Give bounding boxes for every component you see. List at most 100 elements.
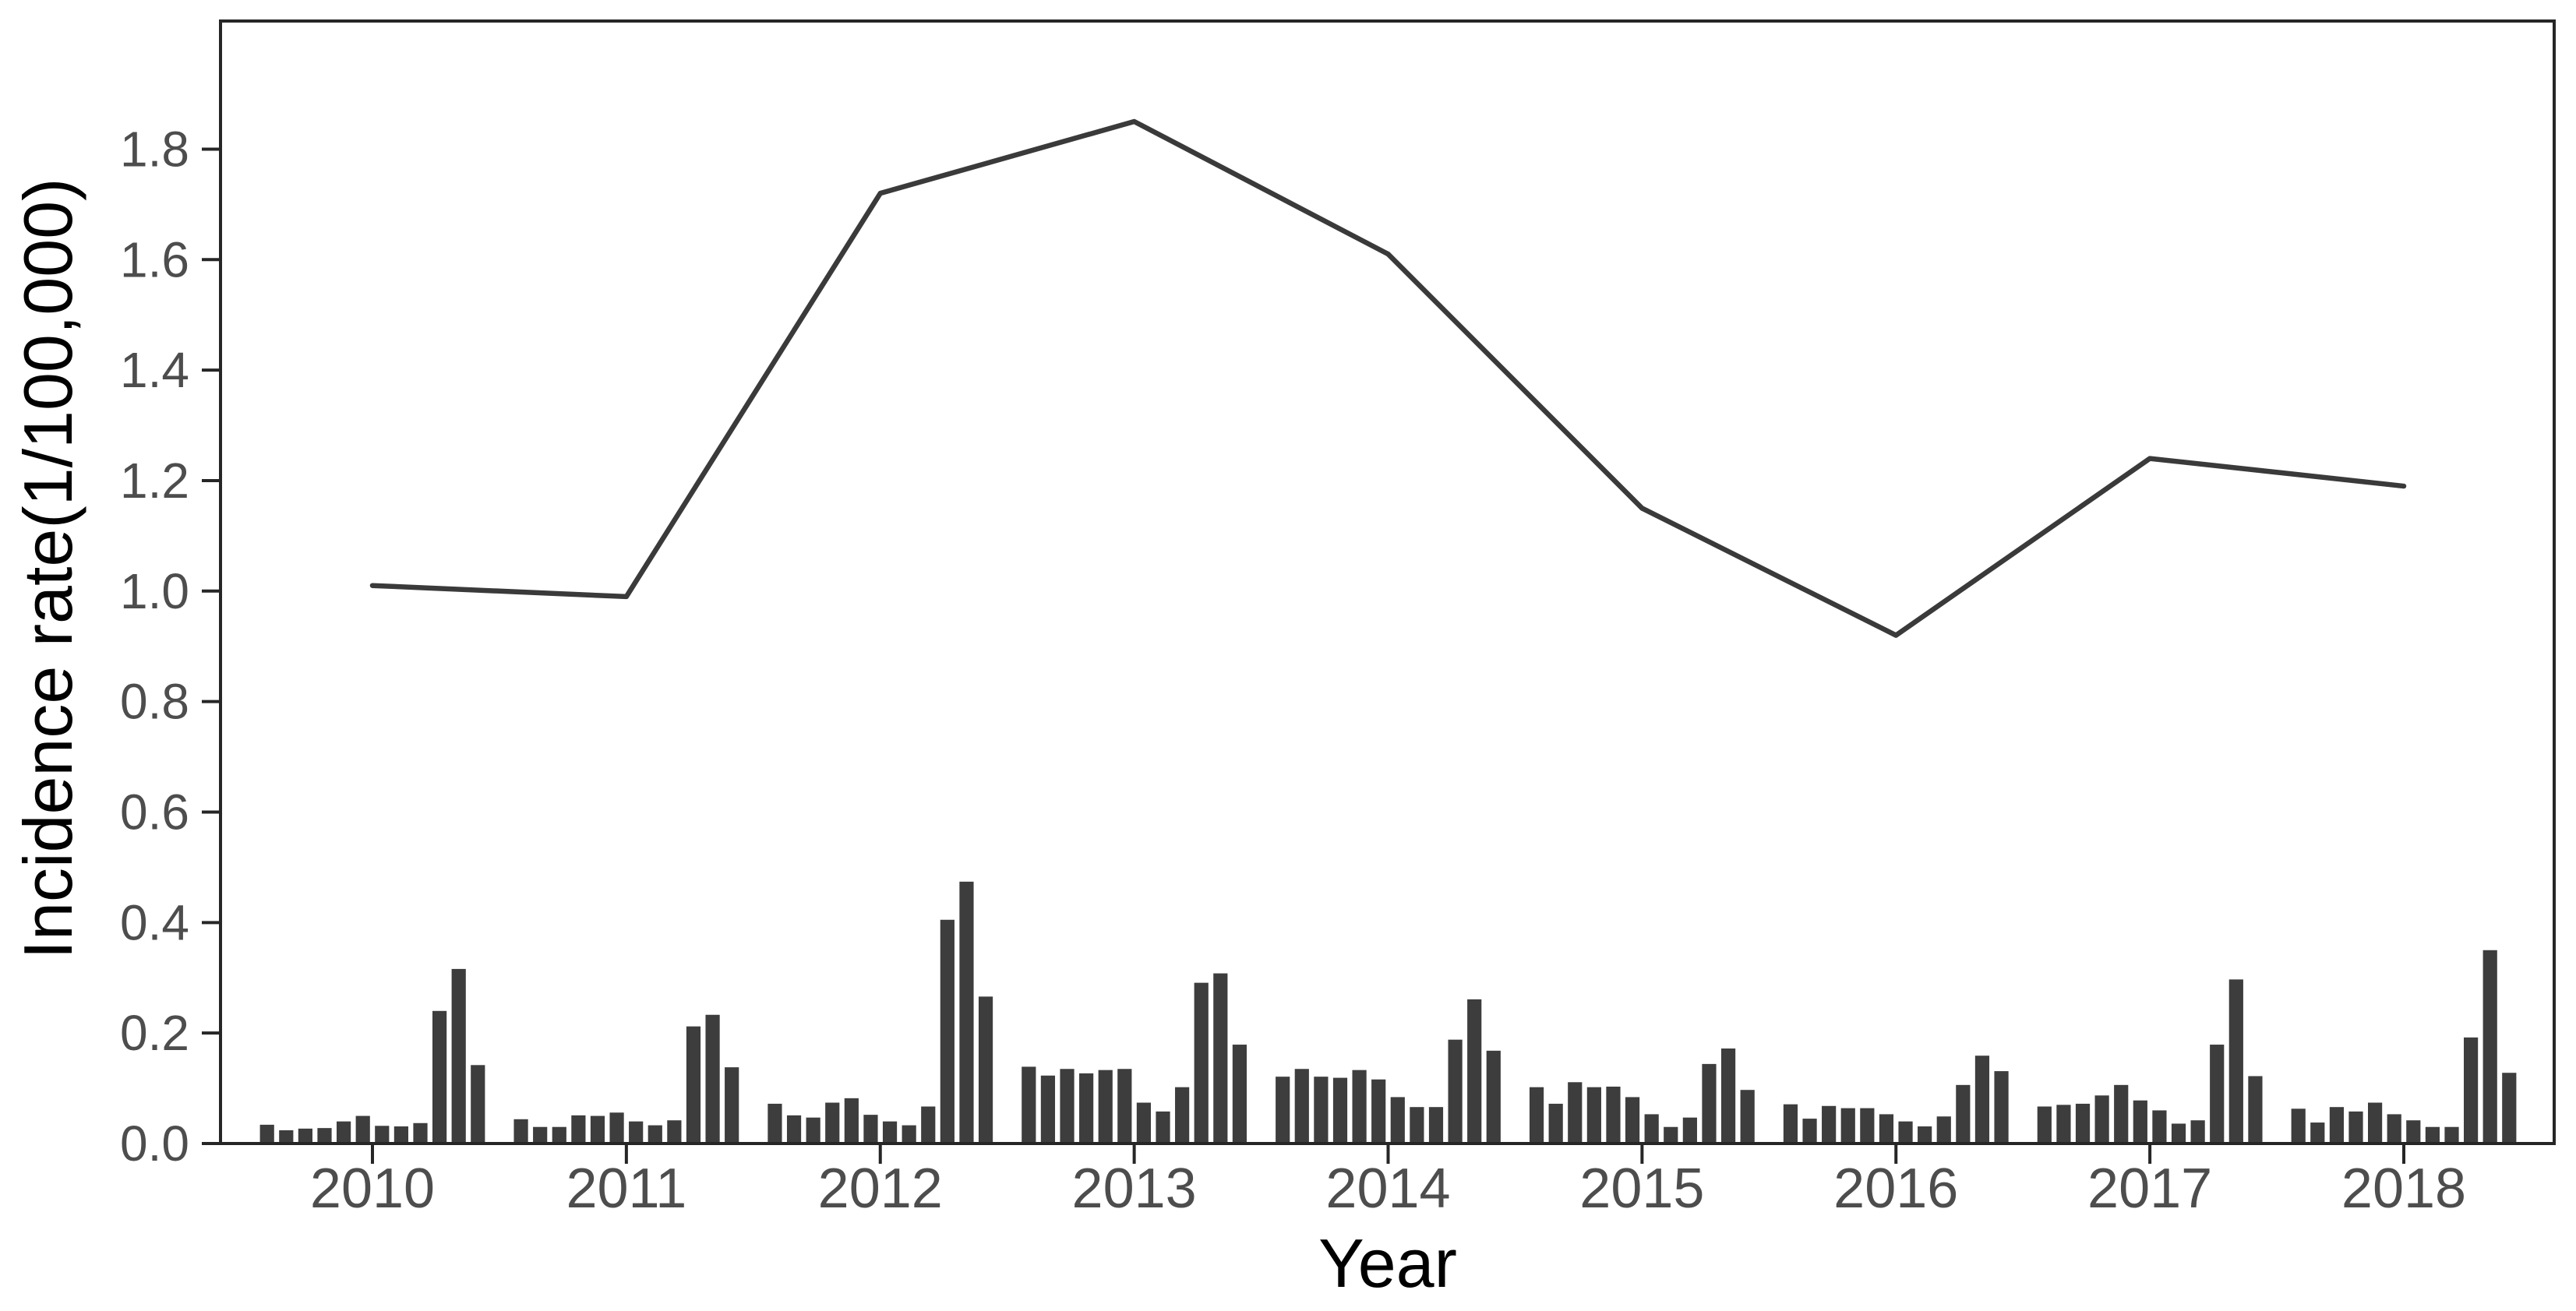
- bar-month-2015-2: [1548, 1103, 1563, 1144]
- bar-month-2014-12: [1486, 1050, 1501, 1144]
- bar-month-2010-12: [471, 1065, 485, 1144]
- bar-month-2013-2: [1040, 1075, 1056, 1144]
- bar-month-2016-9: [1936, 1116, 1951, 1144]
- plot-panel-border: [219, 19, 2556, 1145]
- bar-month-2012-6: [863, 1115, 878, 1144]
- bar-month-2018-11: [2482, 950, 2497, 1144]
- bar-month-2012-12: [978, 996, 993, 1144]
- bar-month-2011-11: [705, 1014, 720, 1144]
- bar-month-2018-10: [2464, 1037, 2479, 1144]
- bar-month-2015-3: [1568, 1082, 1583, 1144]
- bar-month-2015-5: [1606, 1086, 1621, 1144]
- y-tick-label: 1.4: [120, 342, 189, 398]
- bar-month-2015-8: [1664, 1126, 1678, 1144]
- bar-month-2017-7: [2152, 1110, 2167, 1144]
- bar-month-2012-3: [806, 1117, 820, 1144]
- bar-month-2016-6: [1879, 1114, 1894, 1144]
- bar-month-2010-8: [393, 1126, 408, 1144]
- x-tick-label: 2015: [1579, 1158, 1704, 1220]
- bar-month-2010-11: [451, 968, 466, 1144]
- bar-month-2012-1: [768, 1103, 782, 1144]
- x-tick-label: 2013: [1072, 1158, 1197, 1220]
- bar-month-2016-12: [1994, 1071, 2009, 1144]
- bar-month-2015-7: [1644, 1114, 1659, 1144]
- bar-month-2010-7: [375, 1126, 390, 1144]
- bar-month-2017-10: [2210, 1045, 2225, 1144]
- bar-month-2018-12: [2502, 1073, 2517, 1144]
- y-tick-label: 0.4: [120, 894, 189, 950]
- bar-month-2013-3: [1060, 1069, 1075, 1144]
- y-axis-title: Incidence rate(1/100,000): [9, 178, 86, 960]
- bar-month-2012-10: [940, 919, 955, 1144]
- bar-month-2017-6: [2133, 1100, 2147, 1144]
- bar-month-2012-11: [959, 881, 974, 1144]
- x-tick-label: 2018: [2341, 1158, 2466, 1220]
- y-tick-label: 1.0: [120, 563, 189, 619]
- bar-month-2018-7: [2406, 1120, 2421, 1144]
- bar-month-2016-11: [1974, 1055, 1990, 1144]
- x-tick-label: 2012: [818, 1158, 943, 1220]
- bar-month-2017-8: [2171, 1123, 2186, 1144]
- axis-layer: 0.0 0.2 0.4 0.6 0.8 1.0 1.2 1.4 1.6 1.8 2010 2011 20…: [120, 19, 2556, 1220]
- bar-month-2012-5: [844, 1098, 859, 1144]
- annual-incidence-line: [369, 118, 2407, 638]
- bar-month-2011-4: [571, 1115, 586, 1144]
- y-tick-label: 1.8: [120, 121, 189, 177]
- bar-month-2018-3: [2329, 1107, 2344, 1144]
- bar-month-2014-1: [1276, 1077, 1290, 1144]
- bar-month-2013-6: [1117, 1069, 1132, 1144]
- bar-month-2013-4: [1079, 1073, 1094, 1144]
- bar-month-2010-9: [413, 1122, 428, 1144]
- y-tick-label: 1.6: [120, 231, 189, 287]
- bar-month-2011-9: [667, 1120, 682, 1144]
- bar-month-2013-5: [1098, 1070, 1113, 1144]
- bar-month-2018-8: [2425, 1126, 2440, 1144]
- y-tick-label: 0.6: [120, 784, 189, 840]
- bar-month-2014-4: [1332, 1077, 1348, 1144]
- bar-month-2017-4: [2094, 1095, 2109, 1144]
- x-tick-label: 2011: [566, 1158, 686, 1220]
- bar-month-2011-7: [629, 1121, 644, 1144]
- bar-month-2016-5: [1860, 1108, 1875, 1144]
- bar-month-2011-12: [725, 1067, 739, 1144]
- bar-month-2013-9: [1175, 1087, 1190, 1144]
- bar-month-2013-8: [1156, 1111, 1170, 1144]
- x-tick-label: 2010: [310, 1158, 435, 1220]
- monthly-bars-layer: [259, 881, 2517, 1144]
- bar-month-2011-8: [648, 1125, 662, 1144]
- bar-month-2017-12: [2248, 1076, 2263, 1144]
- bar-month-2014-7: [1390, 1097, 1405, 1144]
- bar-month-2016-4: [1840, 1108, 1855, 1144]
- x-tick-label: 2014: [1325, 1158, 1450, 1220]
- bar-month-2018-6: [2387, 1114, 2401, 1144]
- bar-month-2017-9: [2190, 1120, 2205, 1144]
- bar-month-2018-4: [2348, 1111, 2363, 1144]
- bar-month-2016-1: [1783, 1104, 1798, 1144]
- bar-month-2014-2: [1294, 1069, 1309, 1144]
- bar-month-2017-3: [2075, 1103, 2091, 1144]
- y-tick-label: 0.0: [120, 1115, 189, 1172]
- bar-month-2011-3: [552, 1126, 566, 1144]
- bar-month-2011-2: [533, 1126, 548, 1144]
- y-tick-label: 1.2: [120, 453, 189, 509]
- bar-month-2010-10: [432, 1010, 447, 1144]
- bar-month-2015-10: [1702, 1063, 1717, 1144]
- bar-month-2010-6: [355, 1115, 370, 1144]
- bar-month-2015-6: [1625, 1097, 1640, 1144]
- bar-month-2017-5: [2114, 1084, 2129, 1144]
- bar-month-2017-11: [2228, 979, 2243, 1144]
- bar-month-2018-2: [2310, 1122, 2325, 1144]
- bar-month-2013-10: [1194, 982, 1209, 1144]
- bar-month-2012-9: [921, 1106, 936, 1144]
- bar-month-2015-11: [1720, 1048, 1736, 1144]
- bar-month-2014-6: [1371, 1079, 1386, 1144]
- bar-month-2014-5: [1352, 1070, 1367, 1144]
- bar-month-2012-4: [825, 1102, 840, 1144]
- bar-month-2013-7: [1136, 1102, 1152, 1144]
- bar-month-2014-9: [1428, 1107, 1444, 1144]
- bar-month-2017-2: [2056, 1105, 2071, 1144]
- x-tick-label: 2017: [2087, 1158, 2212, 1220]
- y-tick-label: 0.2: [120, 1005, 189, 1061]
